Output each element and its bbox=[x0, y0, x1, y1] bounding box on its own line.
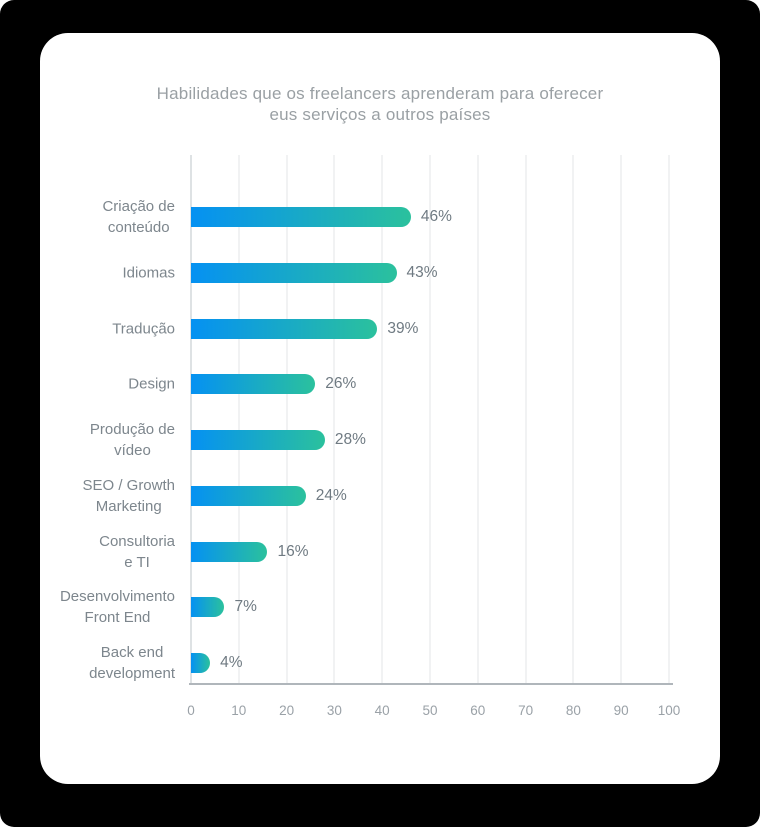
x-axis-tick-label: 20 bbox=[279, 703, 295, 718]
bar-24pct bbox=[191, 485, 306, 506]
bar-4pct bbox=[191, 653, 211, 673]
gridline-30 bbox=[333, 155, 336, 683]
x-axis-tick-label: 40 bbox=[374, 703, 390, 718]
value-label: 28% bbox=[334, 431, 366, 448]
category-label: Tradução bbox=[112, 320, 175, 337]
x-axis-tick-label: 80 bbox=[565, 703, 581, 718]
value-label: 43% bbox=[406, 263, 438, 281]
value-label: 26% bbox=[325, 375, 357, 393]
value-label: 46% bbox=[420, 208, 452, 225]
chart-title-line2: eus serviços a outros países bbox=[269, 105, 491, 124]
x-axis-tick-label: 100 bbox=[657, 703, 681, 718]
x-axis-line bbox=[189, 683, 673, 685]
gridline-10 bbox=[237, 155, 240, 683]
value-label: 4% bbox=[220, 654, 243, 671]
value-label: 16% bbox=[277, 542, 309, 560]
category-label: Produção de vídeo bbox=[89, 421, 175, 459]
value-label: 7% bbox=[234, 598, 257, 616]
bar-43pct bbox=[191, 262, 397, 283]
value-label: 24% bbox=[315, 486, 347, 504]
x-axis-tick-label: 90 bbox=[613, 703, 629, 718]
gridline-70 bbox=[524, 155, 527, 683]
category-label: Design bbox=[128, 375, 175, 393]
gridline-60 bbox=[476, 155, 479, 683]
gridline-90 bbox=[620, 155, 623, 683]
x-axis-tick-label: 70 bbox=[518, 703, 534, 718]
gridline-100 bbox=[668, 155, 670, 683]
chart-title-line1: Habilidades que os freelancers aprendera… bbox=[156, 84, 604, 103]
gridline-40 bbox=[381, 155, 384, 683]
value-label: 39% bbox=[387, 319, 419, 337]
gridline-20 bbox=[285, 155, 288, 683]
category-label: Consultoria e TI bbox=[99, 532, 175, 571]
category-label: Idiomas bbox=[122, 264, 175, 282]
x-axis-tick-label: 60 bbox=[470, 703, 486, 718]
x-axis-tick-label: 10 bbox=[231, 703, 247, 718]
category-label: Desenvolvimento Front End bbox=[59, 588, 175, 627]
category-label: Back end development bbox=[89, 644, 175, 682]
chart-title: Habilidades que os freelancers aprendera… bbox=[40, 83, 720, 125]
category-label: Criação de conteúdo bbox=[102, 198, 175, 236]
bar-28pct bbox=[191, 430, 325, 450]
x-axis-tick-label: 30 bbox=[326, 703, 342, 718]
category-label: SEO / Growth Marketing bbox=[82, 476, 175, 515]
bar-16pct bbox=[191, 541, 268, 562]
x-axis-tick-label: 0 bbox=[187, 703, 195, 718]
chart-card: Habilidades que os freelancers aprendera… bbox=[40, 33, 720, 784]
gridline-50 bbox=[429, 155, 431, 683]
bar-46pct bbox=[191, 207, 411, 227]
gridline-80 bbox=[572, 155, 575, 683]
x-axis-tick-label: 50 bbox=[422, 703, 438, 718]
bar-7pct bbox=[191, 597, 225, 618]
gridline-0 bbox=[190, 155, 192, 683]
bar-39pct bbox=[191, 318, 378, 339]
bar-26pct bbox=[191, 374, 316, 395]
